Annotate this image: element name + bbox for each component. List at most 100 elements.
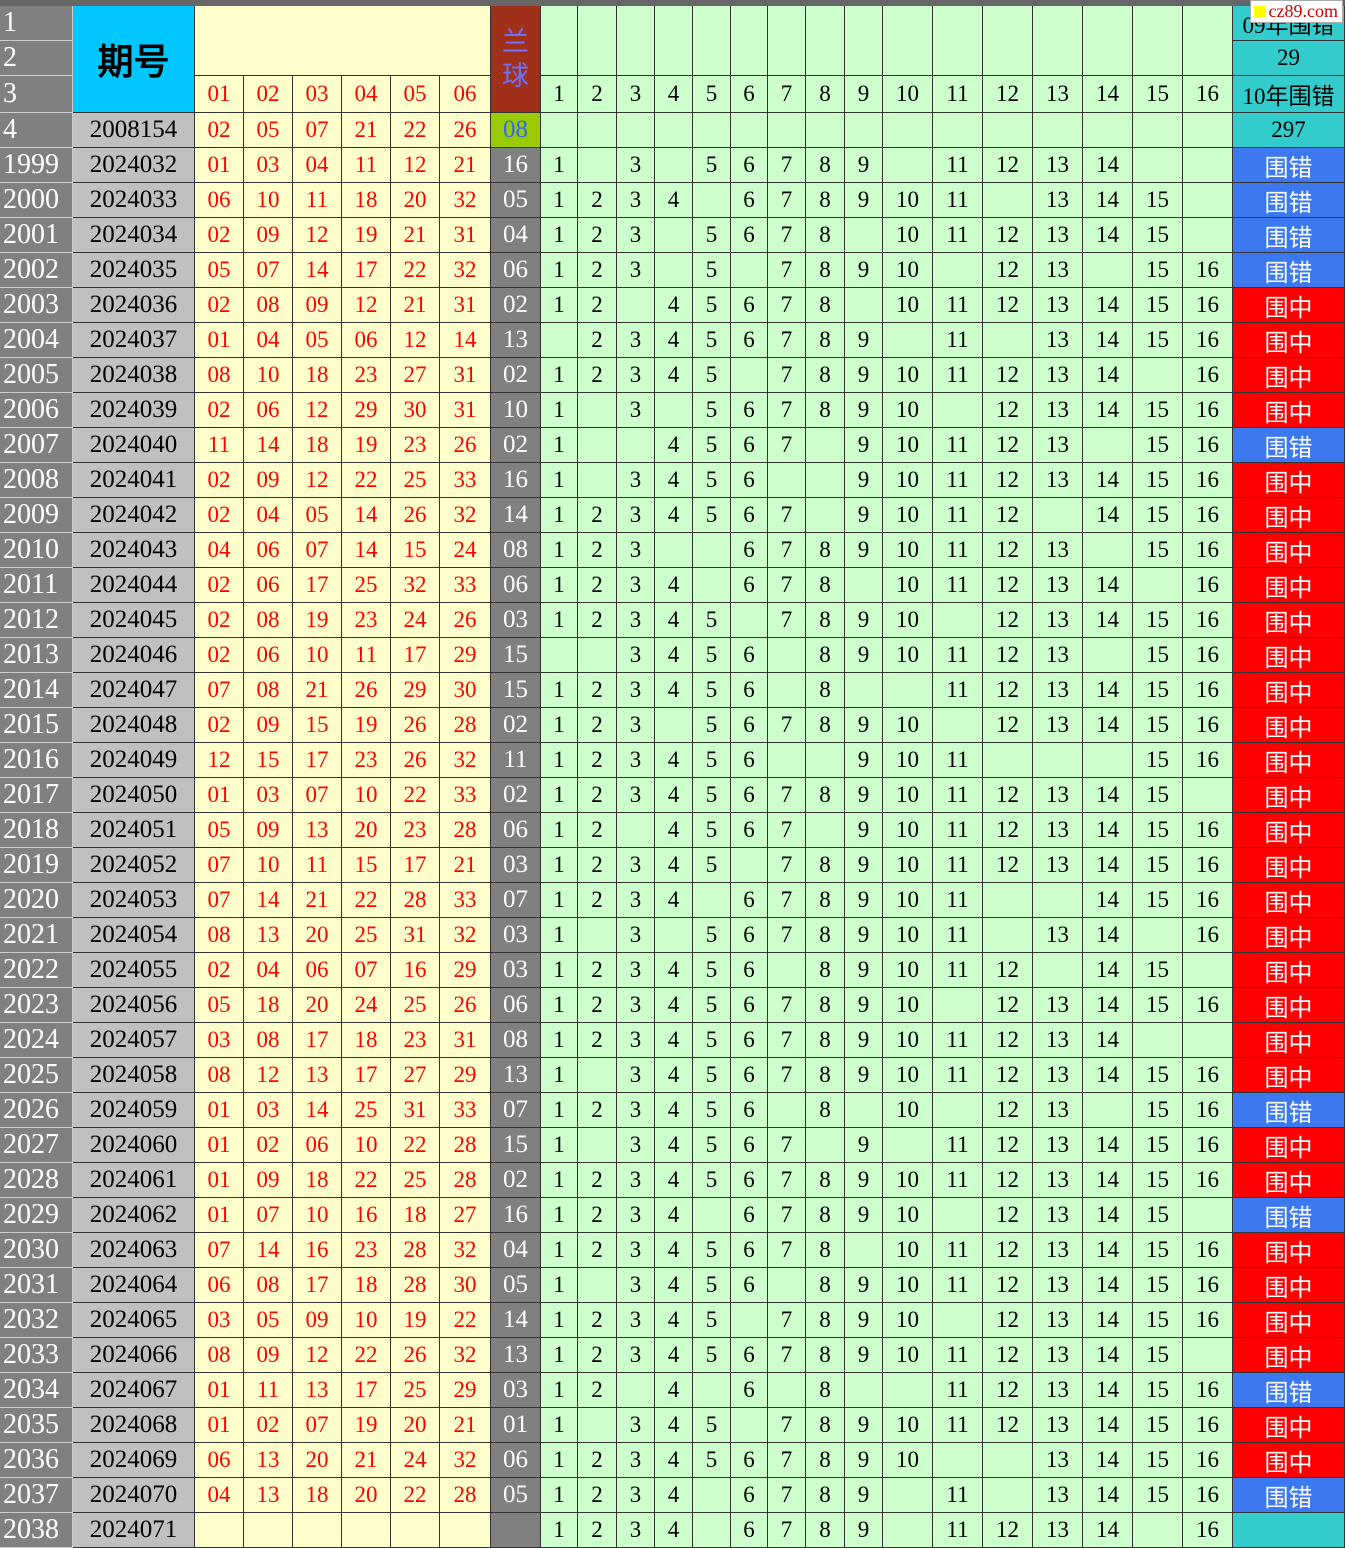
number-cell: 4 bbox=[655, 568, 693, 603]
issue: 2024052 bbox=[73, 848, 195, 883]
number-cell bbox=[768, 113, 806, 148]
number-cell: 2 bbox=[578, 1023, 617, 1058]
blue-ball: 08 bbox=[491, 1023, 541, 1058]
number-cell: 14 bbox=[1083, 673, 1133, 708]
number-cell: 16 bbox=[1183, 603, 1233, 638]
red-ball: 26 bbox=[440, 603, 491, 638]
blue-ball: 11 bbox=[491, 743, 541, 778]
number-cell: 15 bbox=[1133, 778, 1183, 813]
red-ball: 23 bbox=[342, 358, 391, 393]
blue-ball: 06 bbox=[491, 813, 541, 848]
red-ball: 18 bbox=[244, 988, 293, 1023]
red-ball: 13 bbox=[293, 1058, 342, 1093]
number-cell: 1 bbox=[541, 708, 578, 743]
number-cell: 13 bbox=[1033, 1233, 1083, 1268]
number-cell: 13 bbox=[1033, 603, 1083, 638]
number-cell bbox=[1183, 953, 1233, 988]
number-cell bbox=[883, 1373, 933, 1408]
number-cell: 8 bbox=[806, 1198, 845, 1233]
row-number: 2025 bbox=[0, 1058, 73, 1093]
number-cell bbox=[845, 288, 883, 323]
red-ball: 21 bbox=[440, 148, 491, 183]
blue-ball: 06 bbox=[491, 1443, 541, 1478]
number-cell: 5 bbox=[693, 848, 731, 883]
number-cell bbox=[578, 638, 617, 673]
number-cell: 13 bbox=[1033, 358, 1083, 393]
number-cell: 16 bbox=[1183, 1303, 1233, 1338]
number-cell bbox=[731, 253, 768, 288]
blue-ball: 14 bbox=[491, 1303, 541, 1338]
number-cell: 3 bbox=[617, 1058, 655, 1093]
blue-ball: 10 bbox=[491, 393, 541, 428]
red-ball: 33 bbox=[440, 463, 491, 498]
red-ball: 01 bbox=[195, 1408, 244, 1443]
number-cell: 3 bbox=[617, 1093, 655, 1128]
number-cell: 2 bbox=[578, 1338, 617, 1373]
number-cell bbox=[1083, 428, 1133, 463]
result: 围中 bbox=[1233, 393, 1345, 428]
number-cell: 8 bbox=[806, 883, 845, 918]
number-cell: 10 bbox=[883, 1198, 933, 1233]
number-cell: 12 bbox=[983, 1128, 1033, 1163]
number-cell: 9 bbox=[845, 638, 883, 673]
result: 围中 bbox=[1233, 1303, 1345, 1338]
number-cell bbox=[1083, 533, 1133, 568]
number-cell: 4 bbox=[655, 743, 693, 778]
red-ball: 13 bbox=[244, 918, 293, 953]
number-cell: 11 bbox=[933, 918, 983, 953]
red-ball: 18 bbox=[293, 358, 342, 393]
number-cell: 1 bbox=[541, 1303, 578, 1338]
number-cell: 11 bbox=[933, 568, 983, 603]
number-cell: 13 bbox=[1033, 1093, 1083, 1128]
number-cell: 2 bbox=[578, 708, 617, 743]
blue-ball: 07 bbox=[491, 1093, 541, 1128]
number-cell: 7 bbox=[768, 1163, 806, 1198]
row-number: 2008 bbox=[0, 463, 73, 498]
red-ball: 09 bbox=[244, 218, 293, 253]
red-ball: 17 bbox=[391, 638, 440, 673]
red-ball: 25 bbox=[342, 918, 391, 953]
red-ball: 10 bbox=[342, 778, 391, 813]
red-ball: 13 bbox=[244, 1443, 293, 1478]
number-cell: 11 bbox=[933, 883, 983, 918]
red-ball: 19 bbox=[342, 218, 391, 253]
number-cell: 10 bbox=[883, 358, 933, 393]
red-ball: 19 bbox=[342, 708, 391, 743]
issue: 2024067 bbox=[73, 1373, 195, 1408]
number-header: 3 bbox=[617, 76, 655, 113]
number-cell: 8 bbox=[806, 1513, 845, 1548]
blue-ball: 02 bbox=[491, 288, 541, 323]
number-cell: 3 bbox=[617, 1023, 655, 1058]
number-cell: 14 bbox=[1083, 1128, 1133, 1163]
number-cell: 16 bbox=[1183, 743, 1233, 778]
number-header: 4 bbox=[655, 76, 693, 113]
number-cell: 3 bbox=[617, 708, 655, 743]
number-cell bbox=[883, 148, 933, 183]
red-ball: 01 bbox=[195, 1373, 244, 1408]
red-header: 06 bbox=[440, 76, 491, 113]
number-cell: 10 bbox=[883, 743, 933, 778]
number-cell: 9 bbox=[845, 988, 883, 1023]
issue: 2024048 bbox=[73, 708, 195, 743]
blue-ball: 15 bbox=[491, 1128, 541, 1163]
number-cell: 5 bbox=[693, 673, 731, 708]
number-cell: 2 bbox=[578, 988, 617, 1023]
result: 围错 bbox=[1233, 218, 1345, 253]
red-ball: 25 bbox=[391, 1163, 440, 1198]
red-ball: 10 bbox=[293, 638, 342, 673]
red-ball: 31 bbox=[440, 288, 491, 323]
red-ball: 08 bbox=[244, 288, 293, 323]
issue: 2024060 bbox=[73, 1128, 195, 1163]
number-cell bbox=[693, 568, 731, 603]
result: 围中 bbox=[1233, 1163, 1345, 1198]
number-cell bbox=[806, 813, 845, 848]
red-ball: 07 bbox=[195, 673, 244, 708]
number-cell: 16 bbox=[1183, 463, 1233, 498]
number-cell: 13 bbox=[1033, 428, 1083, 463]
red-ball: 24 bbox=[440, 533, 491, 568]
number-cell: 11 bbox=[933, 813, 983, 848]
number-cell: 14 bbox=[1083, 1023, 1133, 1058]
reference-red: 02 bbox=[195, 113, 244, 148]
number-cell: 12 bbox=[983, 1408, 1033, 1443]
number-header: 6 bbox=[731, 76, 768, 113]
